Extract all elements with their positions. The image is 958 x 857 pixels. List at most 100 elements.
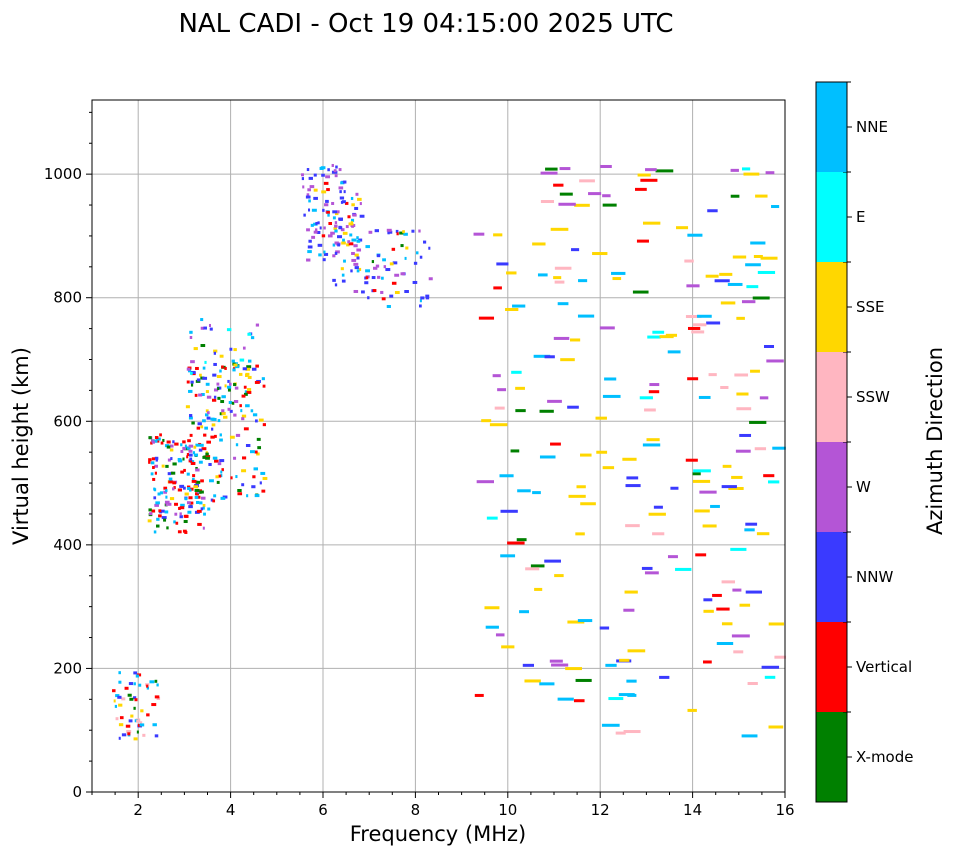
echo-point [205, 382, 210, 386]
echo-point [165, 495, 168, 499]
echo-point [330, 231, 335, 235]
echo-point [333, 227, 337, 231]
echo-point [168, 480, 174, 484]
echo-point [245, 372, 250, 376]
echo-point [716, 641, 734, 645]
echo-point [221, 395, 226, 399]
echo-point [313, 173, 317, 177]
echo-point [193, 347, 198, 351]
echo-point [149, 680, 155, 684]
echo-point [350, 218, 355, 222]
echo-point [719, 272, 733, 276]
echo-point [229, 382, 232, 386]
echo-point [315, 228, 318, 232]
echo-point [710, 504, 720, 508]
echo-point [596, 450, 608, 454]
echo-point [313, 230, 318, 234]
colorbar-label: W [856, 478, 871, 496]
echo-point [742, 167, 751, 171]
echo-point [692, 472, 701, 476]
echo-point [746, 285, 759, 289]
echo-point [351, 258, 357, 262]
echo-point [172, 487, 175, 491]
echo-point [338, 168, 342, 172]
echo-point [338, 226, 343, 230]
echo-point [156, 683, 159, 687]
y-tick-label: 0 [72, 783, 82, 801]
echo-point [310, 223, 314, 227]
echo-point [245, 444, 251, 448]
echo-point [233, 363, 238, 367]
echo-point [146, 684, 149, 688]
echo-point [323, 252, 329, 256]
echo-point [728, 486, 744, 490]
echo-point [486, 516, 498, 520]
echo-point [642, 443, 661, 447]
echo-point [212, 417, 217, 421]
echo-point [500, 509, 518, 513]
echo-point [202, 526, 205, 530]
echo-point [481, 419, 492, 423]
echo-point [659, 675, 670, 679]
echo-point [211, 427, 214, 431]
echo-point [549, 659, 563, 663]
echo-point [337, 210, 340, 214]
echo-point [419, 255, 423, 259]
echo-point [213, 395, 217, 399]
echo-point [400, 244, 404, 248]
echo-point [338, 186, 344, 190]
echo-point [648, 512, 666, 516]
echo-point [557, 697, 574, 701]
echo-point [220, 400, 225, 404]
echo-point [172, 481, 176, 485]
echo-point [747, 682, 758, 686]
echo-point [118, 680, 122, 684]
echo-point [189, 457, 193, 461]
echo-point [640, 178, 658, 182]
data-points [112, 163, 787, 741]
echo-point [114, 704, 118, 708]
echo-point [687, 708, 697, 712]
y-axis-ticks: 0 200 400 600 800 1000 [44, 111, 92, 801]
echo-point [213, 494, 217, 498]
echo-point [253, 467, 259, 471]
echo-point [226, 328, 232, 332]
echo-point [199, 490, 204, 494]
echo-point [221, 409, 225, 413]
echo-point [118, 703, 123, 707]
echo-point [164, 500, 170, 504]
echo-point [195, 492, 199, 496]
echo-point [349, 233, 353, 237]
echo-point [578, 279, 588, 283]
echo-point [392, 261, 398, 265]
echo-point [308, 239, 312, 243]
echo-point [334, 229, 338, 233]
echo-point [337, 243, 341, 247]
colorbar-segment [816, 82, 847, 172]
echo-point [210, 435, 215, 439]
echo-point [152, 466, 155, 470]
y-tick-label: 400 [53, 536, 82, 554]
echo-point [332, 243, 336, 247]
echo-point [125, 724, 131, 728]
echo-point [313, 196, 318, 200]
echo-point [623, 730, 641, 734]
echo-point [755, 194, 768, 198]
echo-point [254, 494, 260, 498]
echo-point [217, 387, 220, 391]
echo-point [186, 453, 189, 457]
echo-point [187, 510, 192, 514]
echo-point [402, 230, 405, 234]
echo-point [231, 401, 235, 405]
echo-point [224, 366, 227, 370]
echo-point [252, 475, 256, 479]
echo-point [240, 409, 243, 413]
echo-point [190, 380, 194, 384]
echo-point [136, 719, 141, 723]
echo-point [404, 256, 407, 260]
echo-point [768, 480, 780, 484]
echo-point [532, 491, 541, 495]
echo-point [670, 486, 679, 490]
x-tick-label: 12 [591, 801, 610, 819]
echo-point [241, 414, 247, 418]
